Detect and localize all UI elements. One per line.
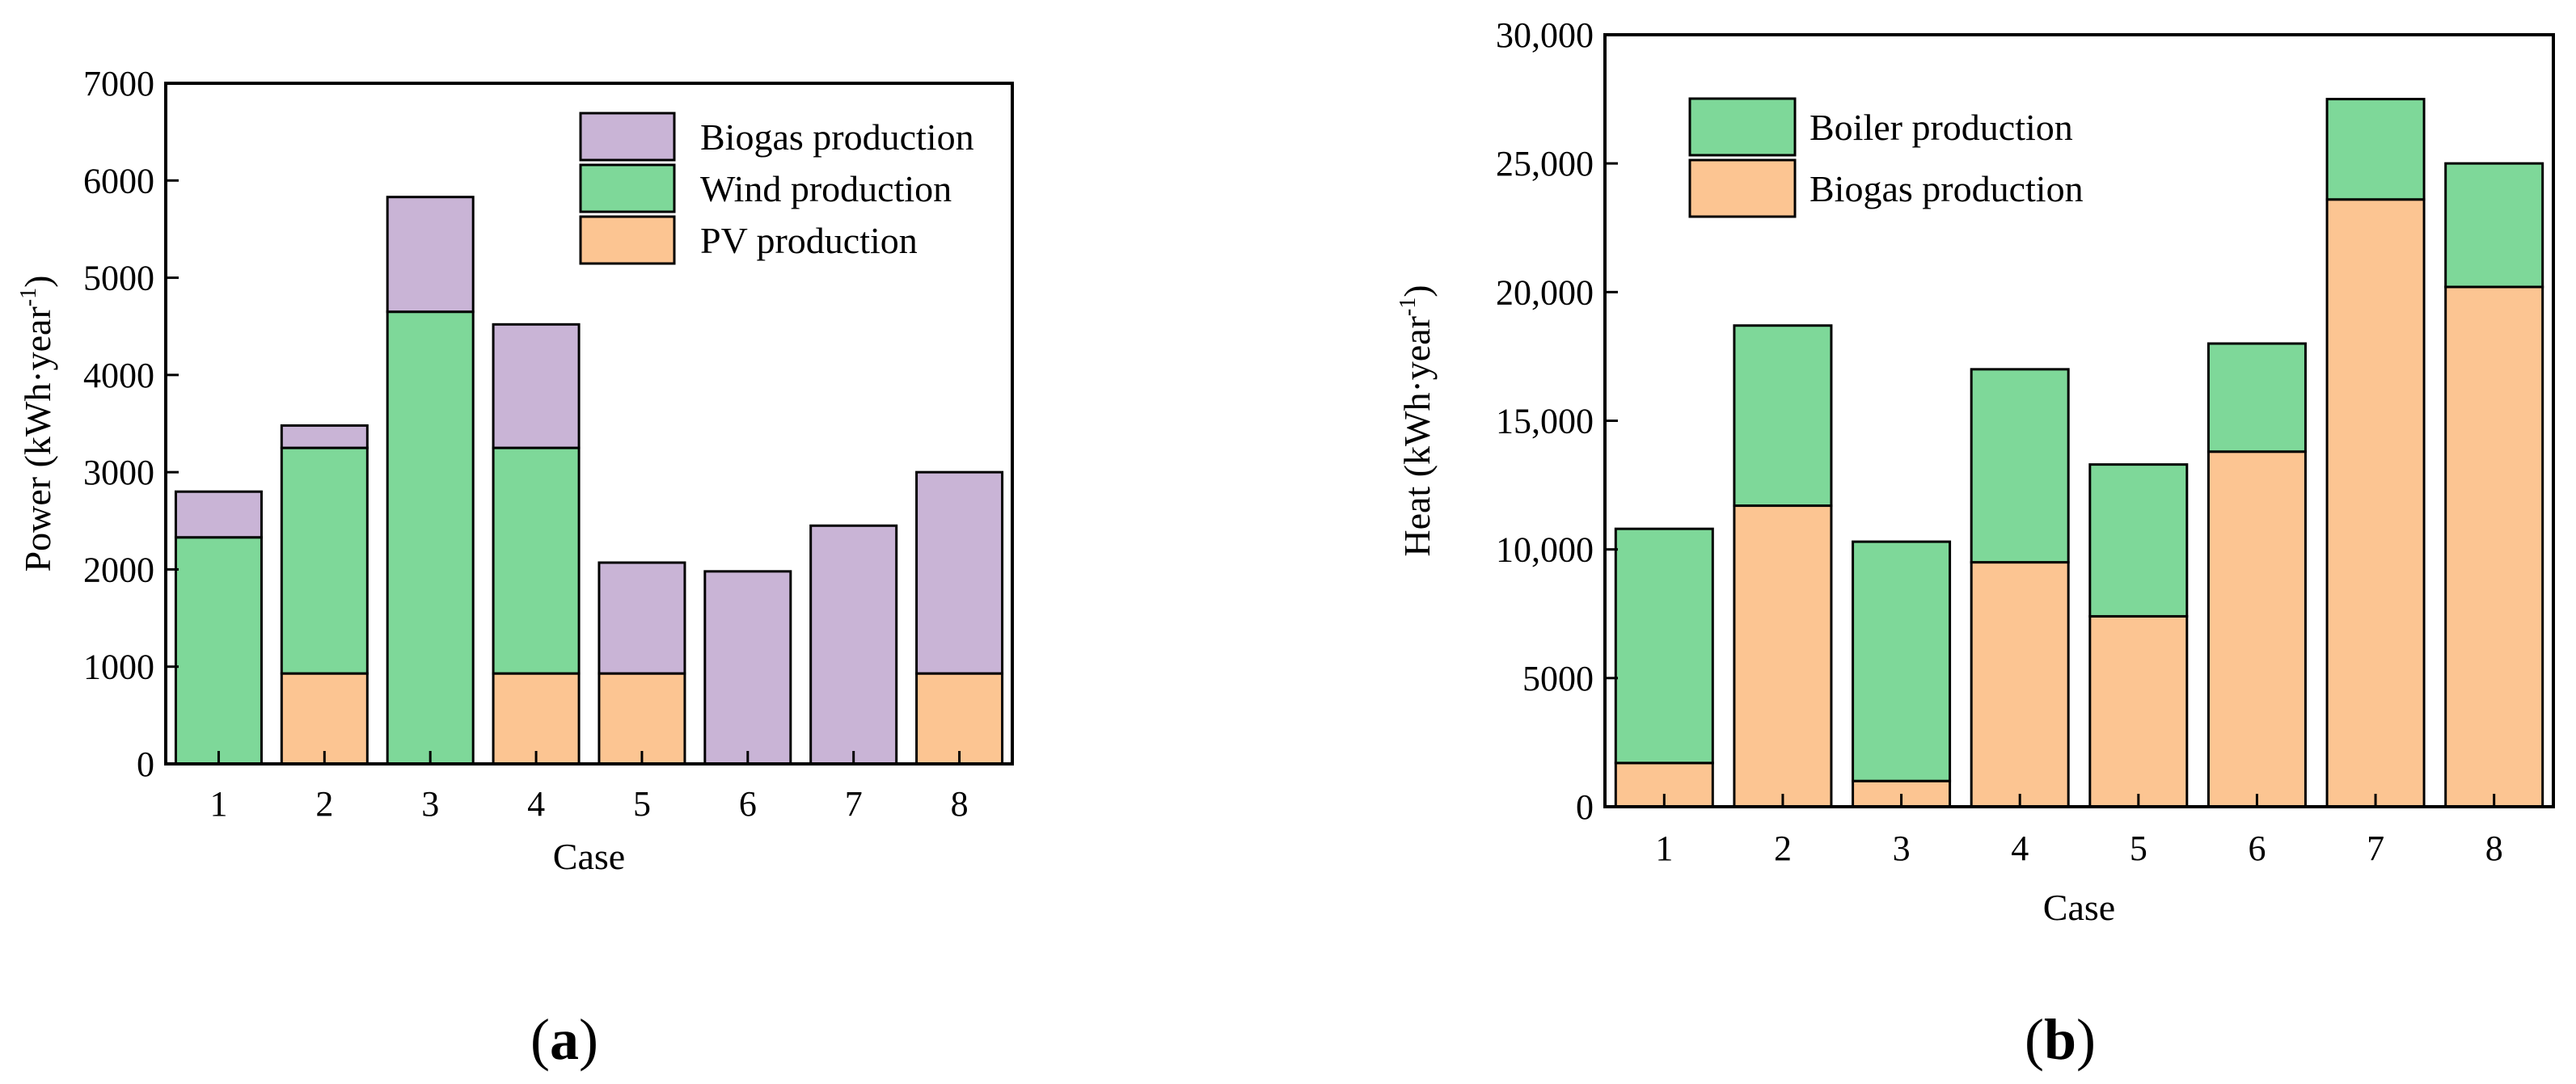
y-tick-label: 6000 (83, 161, 154, 200)
y-tick-label: 5000 (1522, 659, 1594, 698)
panel-label-close: ) (579, 1007, 598, 1072)
y-tick-label: 10,000 (1496, 530, 1594, 570)
y-tick-label: 3000 (83, 453, 154, 492)
y-tick-label: 30,000 (1496, 15, 1594, 55)
bar-biogas-production-case-4 (492, 323, 581, 449)
bar-boiler-production-case-8 (2444, 162, 2544, 289)
legend-label-biogas-production: Biogas production (1810, 168, 2084, 209)
bar-pv-production-case-2 (280, 672, 369, 766)
x-tick-label: 5 (2130, 829, 2147, 868)
y-axis-title-end: ) (1396, 285, 1438, 297)
bar-boiler-production-case-2 (1733, 324, 1833, 508)
bar-wind-production-case-1 (174, 536, 263, 766)
plot-frame (164, 82, 1014, 766)
y-tick-label: 7000 (83, 64, 154, 103)
y-tick-label: 0 (1576, 787, 1594, 827)
x-tick-label: 2 (1774, 829, 1792, 868)
y-tick-label: 4000 (83, 356, 154, 395)
x-tick-label: 4 (527, 784, 545, 824)
y-axis-title: Power (kWh·year-1) (16, 276, 58, 572)
x-axis-title: Case (2043, 887, 2115, 928)
x-tick-label: 8 (2485, 829, 2503, 868)
bar-pv-production-case-4 (492, 672, 581, 766)
bar-boiler-production-case-7 (2325, 98, 2426, 201)
bar-biogas-production-case-1 (174, 490, 263, 539)
bar-biogas-production-case-3 (386, 196, 475, 314)
x-tick-label: 3 (1893, 829, 1911, 868)
x-axis-title: Case (553, 836, 625, 877)
y-tick-label: 20,000 (1496, 272, 1594, 312)
bar-biogas-production-case-8 (915, 470, 1004, 675)
x-tick-label: 7 (845, 784, 863, 824)
bar-biogas-production-case-4 (1970, 561, 2070, 808)
legend-label-biogas-production: Biogas production (700, 116, 974, 158)
bar-wind-production-case-3 (386, 310, 475, 766)
bar-boiler-production-case-5 (2088, 463, 2189, 618)
y-axis-title-main: Heat (kWh·year (1396, 316, 1438, 557)
y-tick-label: 2000 (83, 550, 154, 589)
x-tick-label: 3 (421, 784, 439, 824)
bar-biogas-production-case-7 (2325, 198, 2426, 808)
y-tick-label: 25,000 (1496, 144, 1594, 183)
y-tick-label: 5000 (83, 259, 154, 298)
x-tick-label: 1 (1655, 829, 1673, 868)
x-tick-label: 1 (209, 784, 227, 824)
bar-wind-production-case-2 (280, 446, 369, 675)
legend-label-wind-production: Wind production (700, 168, 952, 209)
bar-boiler-production-case-1 (1614, 527, 1714, 765)
panel-a-chart: 0 1000 2000 3000 4000 5000 6000 7000 1 2 3 4 5 6 7 8 Cas… (16, 64, 1014, 1072)
legend-swatch-wind-production (579, 163, 676, 213)
y-tick-label: 15,000 (1496, 402, 1594, 441)
legend-swatch-pv-production (579, 215, 676, 265)
x-tick-label: 6 (2248, 829, 2266, 868)
bar-biogas-production-case-7 (809, 524, 898, 766)
panel-label-letter: b (2044, 1007, 2076, 1072)
bar-biogas-production-case-8 (2444, 285, 2544, 808)
bar-biogas-production-case-2 (280, 424, 369, 449)
bar-wind-production-case-4 (492, 446, 581, 675)
y-axis-title-end: ) (17, 276, 58, 288)
panel-label-open: ( (530, 1007, 550, 1072)
y-axis-title-main: Power (kWh·year (17, 306, 58, 572)
panel-label: (b) (2025, 1007, 2096, 1072)
y-axis-title-sup: -1 (16, 288, 41, 306)
bar-boiler-production-case-6 (2206, 342, 2307, 453)
bar-boiler-production-case-4 (1970, 368, 2070, 564)
x-tick-label: 7 (2367, 829, 2384, 868)
legend-swatch-boiler-production (1688, 97, 1797, 157)
panel-label: (a) (530, 1007, 598, 1072)
panel-label-close: ) (2076, 1007, 2096, 1072)
legend-swatch-biogas-production (1688, 158, 1797, 218)
y-axis-title: Heat (kWh·year-1) (1396, 285, 1438, 556)
x-tick-label: 4 (2011, 829, 2029, 868)
y-tick-label: 0 (137, 744, 154, 784)
bar-pv-production-case-8 (915, 672, 1004, 766)
bar-biogas-production-case-5 (2088, 614, 2189, 808)
bar-biogas-production-case-6 (703, 570, 792, 766)
panel-label-open: ( (2025, 1007, 2044, 1072)
legend-swatch-biogas-production (579, 112, 676, 162)
x-tick-label: 5 (633, 784, 651, 824)
y-axis-title-sup: -1 (1396, 297, 1421, 316)
y-tick-label: 1000 (83, 647, 154, 687)
bar-biogas-production-case-5 (598, 561, 686, 675)
bar-pv-production-case-5 (598, 672, 686, 766)
panel-label-letter: a (550, 1007, 579, 1072)
x-tick-label: 8 (951, 784, 969, 824)
bar-boiler-production-case-3 (1852, 540, 1952, 782)
bar-biogas-production-case-6 (2206, 450, 2307, 808)
x-tick-label: 2 (315, 784, 333, 824)
panel-b-chart: 0 5000 10,000 15,000 20,000 25,000 30,000 1 2 3 4 5… (1396, 15, 2555, 1072)
bar-biogas-production-case-2 (1733, 504, 1833, 808)
legend-label-pv-production: PV production (700, 220, 918, 261)
legend-label-boiler-production: Boiler production (1810, 107, 2073, 148)
x-tick-label: 6 (739, 784, 757, 824)
